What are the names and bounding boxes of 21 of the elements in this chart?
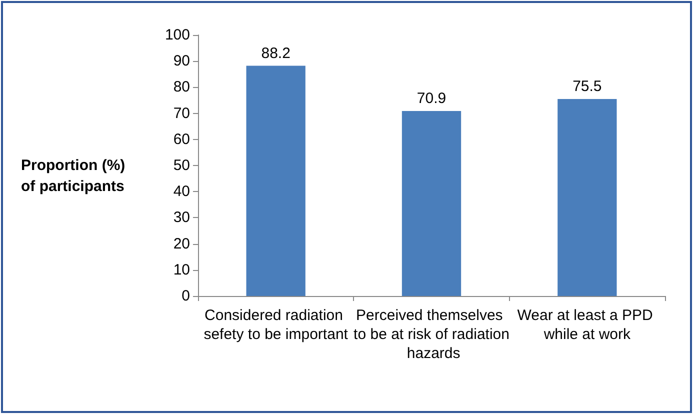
y-axis-title: Proportion (%) of participants xyxy=(21,157,130,195)
y-tick-label: 90 xyxy=(173,52,190,70)
y-tick-label: 60 xyxy=(173,130,190,148)
bar xyxy=(402,110,462,296)
y-tick-label: 0 xyxy=(182,288,190,304)
y-tick-label: 50 xyxy=(173,157,190,174)
y-tick-label: 40 xyxy=(173,183,190,200)
data-label: 75.5 xyxy=(572,78,602,95)
data-label: 88.2 xyxy=(261,44,290,62)
y-tick-label: 100 xyxy=(164,26,190,44)
x-tick-label: Wear at least a PPD while at work xyxy=(517,307,658,343)
y-tick-label: 80 xyxy=(173,78,190,96)
bar xyxy=(246,66,306,296)
bar xyxy=(558,98,617,296)
y-tick-label: 30 xyxy=(173,209,190,226)
y-tick-label: 20 xyxy=(173,235,190,252)
data-label: 70.9 xyxy=(416,90,446,107)
y-tick-label: 70 xyxy=(173,104,190,122)
x-tick-label: Considered radiation sefety to be important xyxy=(204,307,349,343)
y-tick-label: 10 xyxy=(173,261,190,278)
x-tick-label: Perceived themselves to be at risk of radiation hazards xyxy=(354,307,510,362)
